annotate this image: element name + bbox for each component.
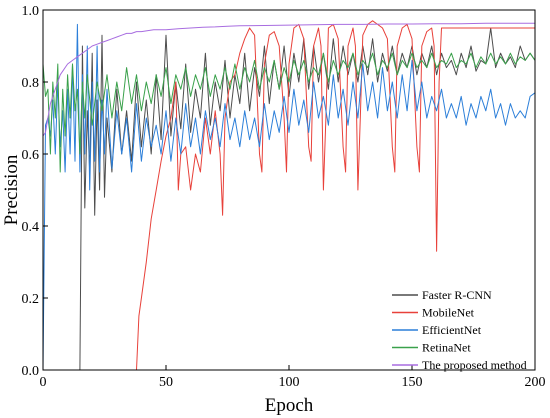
y-tick-label: 0.6 — [22, 148, 40, 163]
y-tick-label: 0.8 — [22, 76, 40, 91]
x-axis-title: Epoch — [265, 395, 314, 416]
y-tick-label: 1.0 — [22, 4, 40, 19]
x-axis-ticks: 0 50 100 150 200 — [40, 365, 546, 390]
x-tick-label: 0 — [40, 375, 47, 390]
series-line-4 — [42, 22, 535, 137]
legend-label-4: The proposed method — [422, 358, 527, 372]
x-tick-label: 150 — [402, 375, 423, 390]
x-tick-label: 100 — [279, 375, 300, 390]
y-axis-title: Precision — [1, 154, 22, 225]
legend: Faster R-CNN MobileNet EfficientNet RetinaN… — [392, 288, 527, 372]
legend-label-2: EfficientNet — [422, 323, 482, 337]
series-line-2 — [42, 23, 536, 371]
legend-label-0: Faster R-CNN — [422, 288, 492, 302]
y-axis-ticks: 0.0 0.2 0.4 0.6 0.8 1.0 — [22, 4, 48, 379]
series-line-3 — [42, 52, 536, 173]
y-tick-label: 0.2 — [22, 292, 40, 307]
legend-label-1: MobileNet — [422, 306, 475, 320]
plot-lines — [42, 20, 536, 371]
series-line-1 — [43, 20, 535, 371]
legend-label-3: RetinaNet — [422, 341, 471, 355]
y-tick-label: 0.4 — [22, 220, 40, 235]
series-line-0 — [43, 27, 536, 371]
y-tick-label: 0.0 — [22, 364, 40, 379]
x-tick-label: 50 — [159, 375, 173, 390]
x-tick-label: 200 — [525, 375, 546, 390]
